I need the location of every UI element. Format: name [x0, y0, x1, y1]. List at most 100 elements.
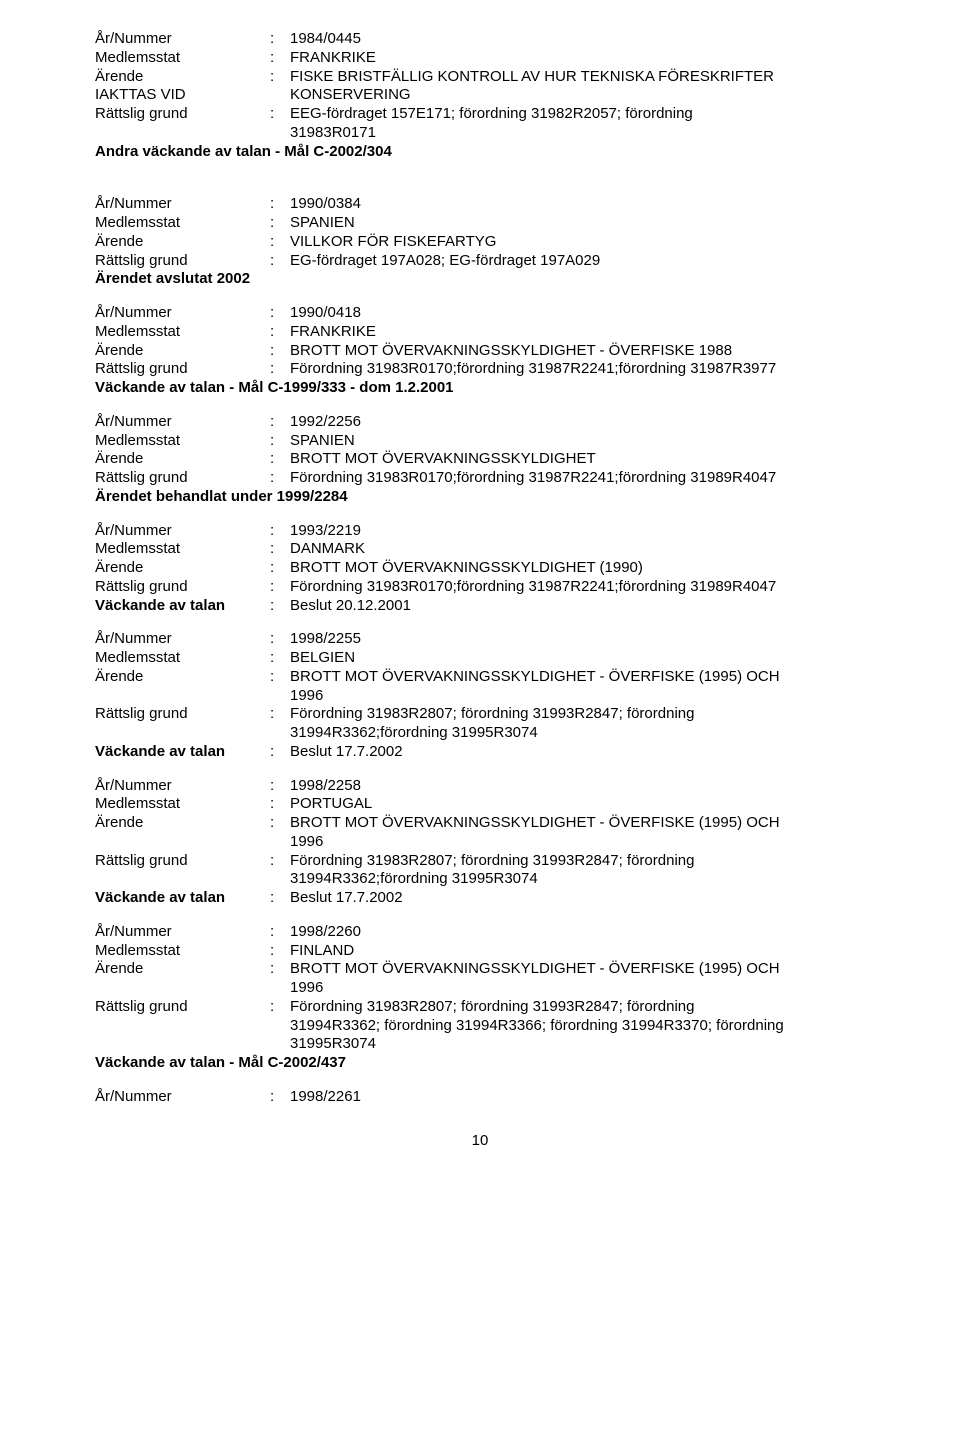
colon: : — [270, 522, 290, 541]
colon: : — [270, 469, 290, 488]
colon: : — [270, 814, 290, 833]
field-value: 1998/2255 — [290, 630, 865, 649]
field-value: 1998/2258 — [290, 777, 865, 796]
field-value-cont: 31995R3074 — [290, 1035, 865, 1054]
field-value: BROTT MOT ÖVERVAKNINGSSKYLDIGHET — [290, 450, 865, 469]
colon: : — [270, 233, 290, 252]
field-value-cont: 31994R3362;förordning 31995R3074 — [290, 724, 865, 743]
colon: : — [270, 777, 290, 796]
field-label: År/Nummer — [95, 923, 270, 942]
field-value: 1990/0418 — [290, 304, 865, 323]
entry: År/Nummer:1990/0384 Medlemsstat:SPANIEN Är… — [95, 195, 865, 289]
field-value-cont: 31994R3362;förordning 31995R3074 — [290, 870, 865, 889]
entry: År/Nummer:1990/0418Medlemsstat:FRANKRIKE… — [95, 304, 865, 398]
colon: : — [270, 195, 290, 214]
field-label: År/Nummer — [95, 630, 270, 649]
field-label: År/Nummer — [95, 304, 270, 323]
colon: : — [270, 795, 290, 814]
colon-blank — [270, 86, 290, 105]
field-value: 1990/0384 — [290, 195, 865, 214]
colon: : — [270, 889, 290, 908]
field-value: 1993/2219 — [290, 522, 865, 541]
colon: : — [270, 304, 290, 323]
field-label: Medlemsstat — [95, 942, 270, 961]
colon: : — [270, 668, 290, 687]
colon: : — [270, 105, 290, 124]
field-label: Rättslig grund — [95, 469, 270, 488]
entry-footer: Väckande av talan - Mål C-2002/437 — [95, 1054, 865, 1073]
field-label: År/Nummer — [95, 30, 270, 49]
entry: År/Nummer:1993/2219Medlemsstat:DANMARKÄr… — [95, 522, 865, 616]
field-label: År/Nummer — [95, 777, 270, 796]
colon: : — [270, 342, 290, 361]
entry-footer: Andra väckande av talan - Mål C-2002/304 — [95, 143, 865, 162]
colon: : — [270, 68, 290, 87]
field-label: Ärende — [95, 68, 270, 87]
colon: : — [270, 559, 290, 578]
colon: : — [270, 1088, 290, 1107]
field-value: SPANIEN — [290, 214, 865, 233]
colon: : — [270, 942, 290, 961]
field-value: 1998/2261 — [290, 1088, 865, 1107]
field-label-cont: IAKTTAS VID — [95, 86, 270, 105]
field-value: Förordning 31983R2807; förordning 31993R… — [290, 705, 865, 724]
entry: År/Nummer:1998/2260Medlemsstat:FINLANDÄr… — [95, 923, 865, 1073]
field-label: Rättslig grund — [95, 998, 270, 1017]
field-value: EEG-fördraget 157E171; förordning 31982R… — [290, 105, 865, 124]
field-value: Beslut 20.12.2001 — [290, 597, 865, 616]
colon: : — [270, 450, 290, 469]
field-value: FRANKRIKE — [290, 323, 865, 342]
field-label: Rättslig grund — [95, 252, 270, 271]
field-label: Väckande av talan — [95, 889, 270, 908]
field-value: BROTT MOT ÖVERVAKNINGSSKYLDIGHET - ÖVERF… — [290, 342, 865, 361]
field-value: BROTT MOT ÖVERVAKNINGSSKYLDIGHET (1990) — [290, 559, 865, 578]
field-value: Förordning 31983R2807; förordning 31993R… — [290, 998, 865, 1017]
field-value: DANMARK — [290, 540, 865, 559]
field-label: Medlemsstat — [95, 432, 270, 451]
field-value-cont: 31994R3362; förordning 31994R3366; föror… — [290, 1017, 865, 1036]
entry: År/Nummer:1992/2256Medlemsstat:SPANIENÄr… — [95, 413, 865, 507]
field-label: Ärende — [95, 450, 270, 469]
field-value: 1992/2256 — [290, 413, 865, 432]
field-label: År/Nummer — [95, 195, 270, 214]
field-value-cont: 1996 — [290, 979, 865, 998]
document-content: År/Nummer:1984/0445Medlemsstat:FRANKRIKE… — [95, 30, 865, 1107]
field-label: År/Nummer — [95, 1088, 270, 1107]
field-label: Medlemsstat — [95, 795, 270, 814]
entry: År/Nummer:1998/2255Medlemsstat:BELGIENÄr… — [95, 630, 865, 761]
field-label: Medlemsstat — [95, 323, 270, 342]
field-value: EG-fördraget 197A028; EG-fördraget 197A0… — [290, 252, 865, 271]
field-value: 1984/0445 — [290, 30, 865, 49]
colon: : — [270, 649, 290, 668]
field-label: Medlemsstat — [95, 540, 270, 559]
colon: : — [270, 360, 290, 379]
field-value: Förordning 31983R0170;förordning 31987R2… — [290, 360, 865, 379]
field-value: VILLKOR FÖR FISKEFARTYG — [290, 233, 865, 252]
field-label: Medlemsstat — [95, 214, 270, 233]
colon: : — [270, 49, 290, 68]
entry-footer: Väckande av talan - Mål C-1999/333 - dom… — [95, 379, 865, 398]
colon: : — [270, 214, 290, 233]
field-value: 1998/2260 — [290, 923, 865, 942]
field-value: BELGIEN — [290, 649, 865, 668]
field-label: Ärende — [95, 342, 270, 361]
field-value: BROTT MOT ÖVERVAKNINGSSKYLDIGHET - ÖVERF… — [290, 814, 865, 833]
field-value: BROTT MOT ÖVERVAKNINGSSKYLDIGHET - ÖVERF… — [290, 960, 865, 979]
entry-footer: Ärendet avslutat 2002 — [95, 270, 865, 289]
field-value: Förordning 31983R2807; förordning 31993R… — [290, 852, 865, 871]
colon: : — [270, 705, 290, 724]
colon: : — [270, 743, 290, 762]
colon: : — [270, 998, 290, 1017]
field-label: Ärende — [95, 814, 270, 833]
field-label: Medlemsstat — [95, 49, 270, 68]
field-label: Ärende — [95, 559, 270, 578]
colon: : — [270, 923, 290, 942]
field-value: FRANKRIKE — [290, 49, 865, 68]
colon: : — [270, 432, 290, 451]
colon: : — [270, 578, 290, 597]
field-value-cont: KONSERVERING — [290, 86, 865, 105]
field-value: FISKE BRISTFÄLLIG KONTROLL AV HUR TEKNIS… — [290, 68, 865, 87]
field-label: År/Nummer — [95, 522, 270, 541]
field-label: Rättslig grund — [95, 105, 270, 124]
field-label: Medlemsstat — [95, 649, 270, 668]
